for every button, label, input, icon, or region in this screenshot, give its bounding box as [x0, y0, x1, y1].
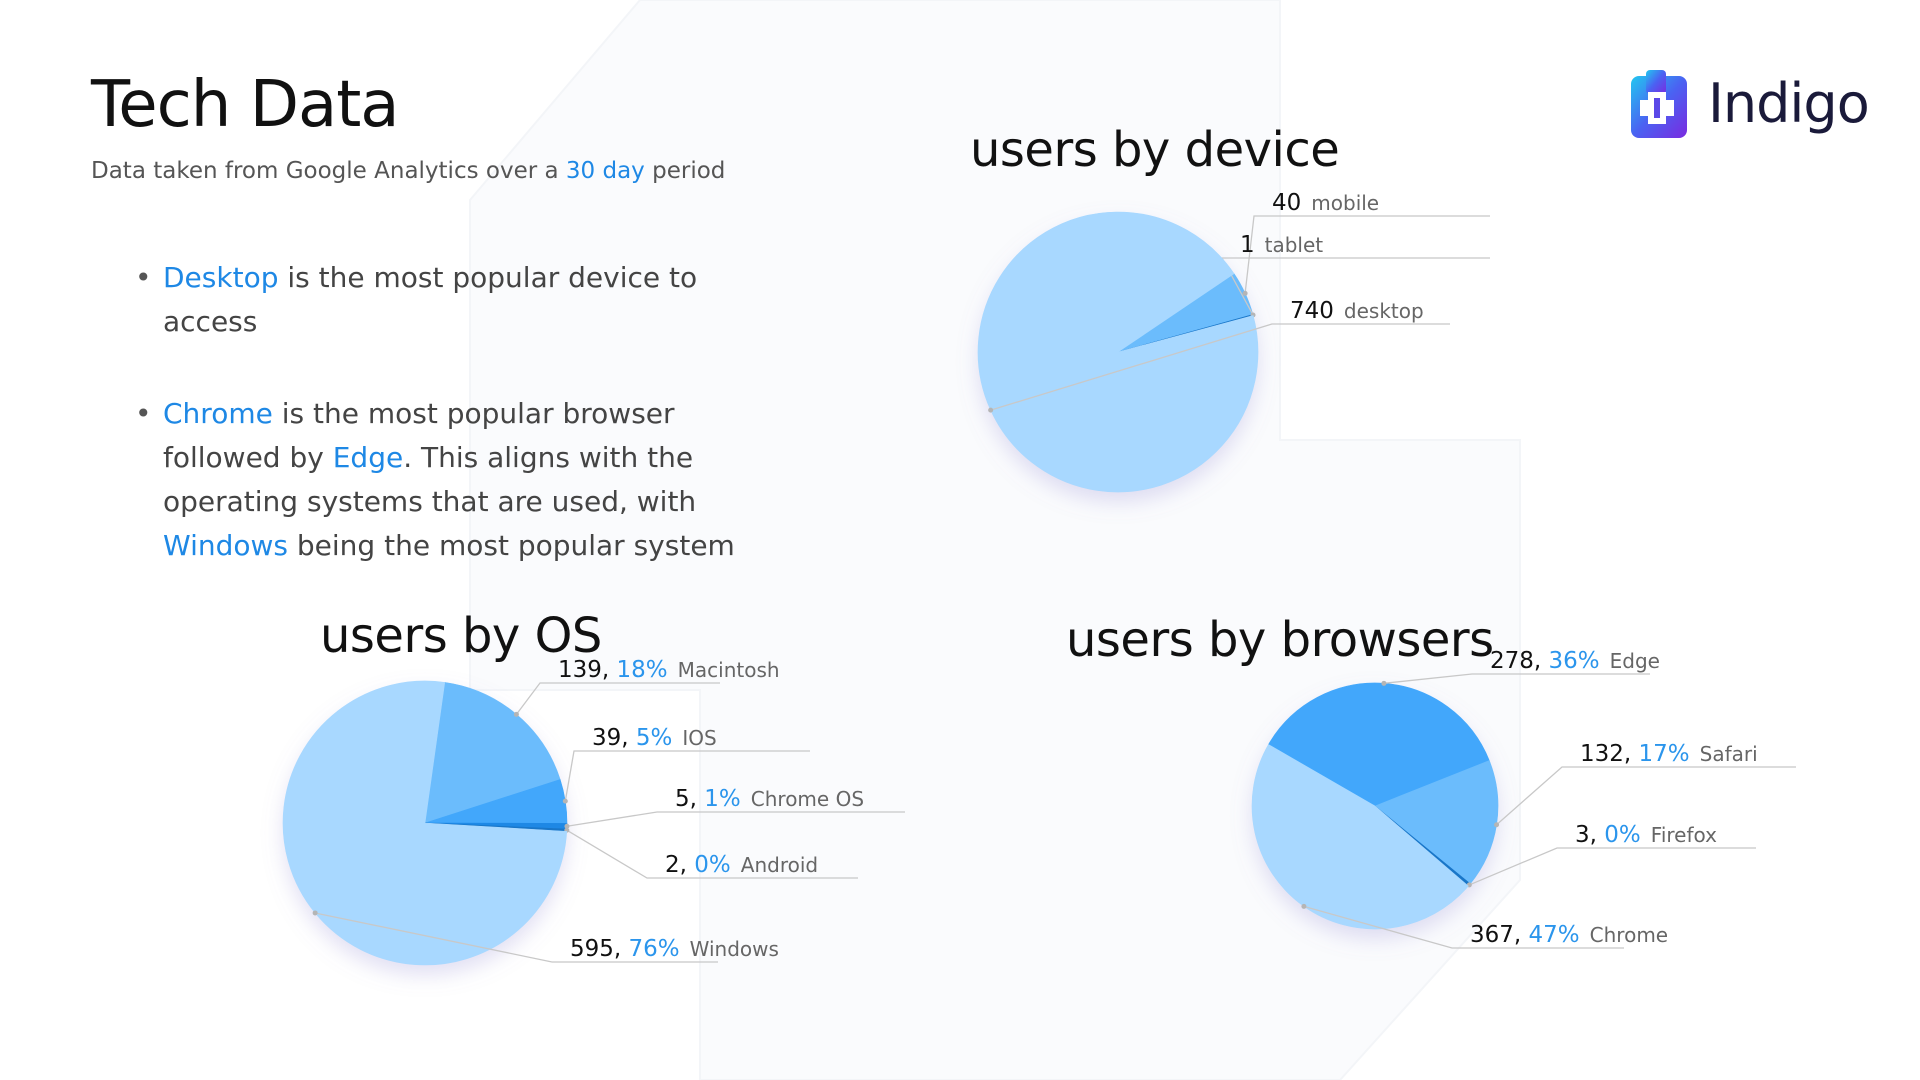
data-label: 3, 0% Firefox: [1575, 822, 1717, 848]
data-label: 40 mobile: [1272, 190, 1379, 216]
label-value: 367,: [1470, 922, 1529, 948]
data-label: 2, 0% Android: [665, 852, 818, 878]
leader-line: [564, 750, 810, 802]
logo-text: Indigo: [1708, 72, 1870, 135]
label-category: Chrome OS: [751, 787, 864, 811]
subtitle-highlight: 30 day: [565, 158, 645, 184]
label-value: 132,: [1580, 741, 1639, 767]
label-category: Firefox: [1651, 823, 1717, 847]
insight-highlight: Desktop: [163, 261, 279, 294]
label-category: desktop: [1344, 299, 1424, 323]
label-percent: 18%: [617, 657, 668, 683]
data-label: 1 tablet: [1240, 232, 1323, 258]
label-category: mobile: [1311, 191, 1379, 215]
leader-line: [1383, 673, 1650, 684]
label-value: 40: [1272, 190, 1301, 216]
leader-line: [1303, 905, 1624, 949]
insight-text-3: being the most popular system: [288, 529, 735, 562]
leader-line: [1244, 215, 1490, 294]
indigo-logo: Indigo: [1628, 68, 1870, 142]
label-percent: 17%: [1639, 741, 1690, 767]
insight-item-browser: Chrome is the most popular browser follo…: [135, 392, 795, 568]
subtitle-prefix: Data taken from Google Analytics over a: [91, 158, 566, 184]
label-category: Edge: [1610, 649, 1660, 673]
label-value: 1: [1240, 232, 1255, 258]
insight-item-device: Desktop is the most popular device to ac…: [135, 256, 795, 344]
data-label: 740 desktop: [1290, 298, 1424, 324]
leader-line: [1469, 847, 1756, 886]
label-value: 139,: [558, 657, 617, 683]
label-value: 2,: [665, 852, 694, 878]
data-label: 595, 76% Windows: [570, 936, 779, 962]
label-category: Chrome: [1590, 923, 1668, 947]
leader-dot: [312, 910, 318, 916]
label-value: 39,: [592, 725, 636, 751]
leader-dot: [513, 711, 519, 717]
logo-mark-icon: [1631, 70, 1687, 138]
label-value: 5,: [675, 786, 704, 812]
pie-chart-0: 40 mobile 1 tablet 740 desktop: [977, 190, 1490, 493]
page-title: Tech Data: [91, 68, 399, 142]
label-value: 595,: [570, 936, 629, 962]
insight-highlight-3: Windows: [163, 529, 288, 562]
pie-slice-desktop: [977, 211, 1259, 493]
label-percent: 0%: [1604, 822, 1641, 848]
leader-dot: [1381, 680, 1387, 686]
insight-highlight: Chrome: [163, 397, 273, 430]
label-category: tablet: [1265, 233, 1324, 257]
chart-title-os: users by OS: [320, 608, 602, 664]
pie-chart-1: 139, 18% Macintosh 39, 5% IOS 5, 1% Chrome OS…: [282, 657, 905, 966]
label-percent: 0%: [694, 852, 731, 878]
leader-line: [515, 682, 720, 715]
label-category: Android: [741, 853, 818, 877]
leader-dot: [1301, 903, 1307, 909]
data-label: 278, 36% Edge: [1490, 648, 1660, 674]
label-percent: 36%: [1549, 648, 1600, 674]
leader-line: [314, 912, 718, 963]
label-category: Windows: [690, 937, 779, 961]
leader-line: [1496, 766, 1796, 826]
subtitle-suffix: period: [644, 158, 726, 184]
leader-dot: [564, 823, 570, 829]
label-category: Safari: [1700, 742, 1758, 766]
label-percent: 76%: [629, 936, 680, 962]
insight-text: is the most popular device to access: [163, 261, 698, 338]
leader-line: [990, 323, 1450, 411]
label-value: 3,: [1575, 822, 1604, 848]
page-subtitle: Data taken from Google Analytics over a …: [91, 158, 725, 184]
chart-title-device: users by device: [970, 122, 1340, 178]
insight-list: Desktop is the most popular device to ac…: [135, 256, 795, 616]
pie-chart-2: 278, 36% Edge 132, 17% Safari 3, 0% Firefox 36…: [1251, 648, 1796, 949]
leader-dot: [988, 407, 994, 413]
leader-dot: [562, 798, 568, 804]
data-label: 139, 18% Macintosh: [558, 657, 780, 683]
data-label: 39, 5% IOS: [592, 725, 717, 751]
label-category: IOS: [682, 726, 716, 750]
chart-title-browsers: users by browsers: [1066, 612, 1494, 668]
label-percent: 1%: [704, 786, 741, 812]
label-percent: 5%: [636, 725, 673, 751]
data-label: 132, 17% Safari: [1580, 741, 1758, 767]
data-label: 367, 47% Chrome: [1470, 922, 1668, 948]
leader-dot: [1494, 822, 1500, 828]
insight-highlight-2: Edge: [332, 441, 404, 474]
data-label: 5, 1% Chrome OS: [675, 786, 864, 812]
insight-text: is the most popular browser followed by: [163, 397, 675, 474]
label-percent: 47%: [1529, 922, 1580, 948]
leader-dot: [1242, 290, 1248, 296]
leader-line: [566, 829, 858, 879]
label-category: Macintosh: [678, 658, 780, 682]
insight-text-2: . This aligns with the operating systems…: [163, 441, 697, 518]
label-value: 740: [1290, 298, 1334, 324]
label-value: 278,: [1490, 648, 1549, 674]
leader-line: [566, 811, 905, 827]
